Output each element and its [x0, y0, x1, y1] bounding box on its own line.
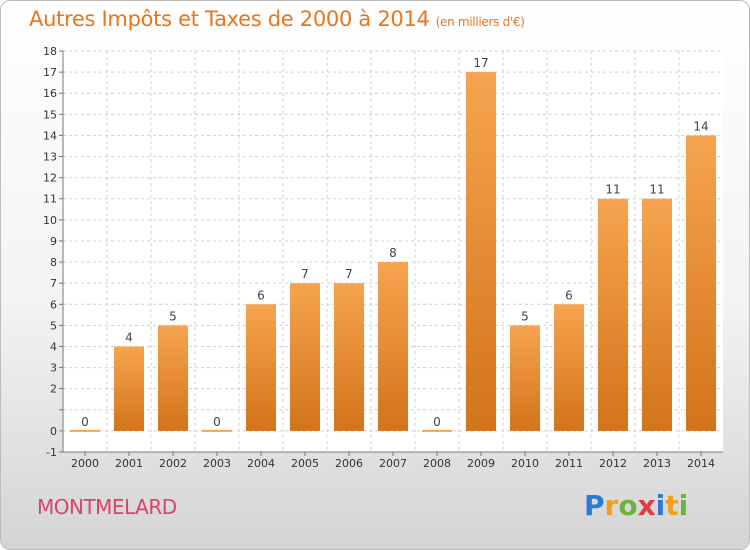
x-tick-label: 2007: [379, 457, 407, 470]
y-tick-label: 0: [50, 425, 57, 438]
bar: [510, 325, 540, 431]
unit-text: (en milliers d'€): [435, 15, 525, 29]
x-tick-label: 2000: [71, 457, 99, 470]
y-tick-label: 18: [43, 45, 57, 58]
y-tick-label: 3: [50, 362, 57, 375]
chart-title: Autres Impôts et Taxes de 2000 à 2014 (en…: [29, 7, 525, 31]
x-tick-label: 2003: [203, 457, 231, 470]
data-label: 6: [257, 288, 265, 302]
data-label: 14: [693, 119, 708, 133]
data-label: 0: [433, 415, 441, 429]
bars: [70, 72, 716, 432]
y-tick-label: 2: [50, 383, 57, 396]
data-label: 0: [213, 415, 221, 429]
data-labels: 0 4 5 0 6 7 7 8 0 17 5 6 11 11 14: [81, 56, 708, 429]
x-tick-label: 2012: [599, 457, 627, 470]
y-tick-label: 11: [43, 193, 57, 206]
logo-letter: x: [637, 489, 656, 522]
data-label: 11: [649, 183, 664, 197]
data-label: 4: [125, 330, 133, 344]
logo-letter: r: [604, 489, 619, 522]
y-tick-label: 12: [43, 172, 57, 185]
x-tick-label: 2001: [115, 457, 143, 470]
x-tick-label: 2004: [247, 457, 275, 470]
data-label: 8: [389, 246, 397, 260]
title-text: Autres Impôts et Taxes de 2000 à 2014: [29, 7, 430, 31]
bar: [554, 304, 584, 431]
y-tick-label: 7: [50, 277, 57, 290]
y-tick-label: -1: [46, 446, 57, 459]
x-tick-label: 2011: [555, 457, 583, 470]
y-tick-label: 5: [50, 319, 57, 332]
data-label: 6: [565, 288, 573, 302]
y-tick-label: 4: [50, 340, 57, 353]
axes: -1 0 2 3 4 5 6 7 8 9 10 11 12 13 14 15 16 17 18 2000 2001 200…: [43, 45, 723, 470]
data-label: 17: [473, 56, 488, 70]
x-tick-label: 2006: [335, 457, 363, 470]
bar: [598, 198, 628, 431]
bar: [422, 429, 452, 432]
logo-letter: t: [665, 489, 679, 522]
x-tick-label: 2005: [291, 457, 319, 470]
bar: [378, 262, 408, 431]
x-tick-label: 2013: [643, 457, 671, 470]
x-tick-label: 2010: [511, 457, 539, 470]
logo-letter: i: [678, 489, 689, 522]
data-label: 5: [521, 309, 529, 323]
data-label: 5: [169, 309, 177, 323]
data-label: 0: [81, 415, 89, 429]
logo-letter: o: [618, 489, 638, 522]
y-tick-label: 17: [43, 66, 57, 79]
x-tick-label: 2009: [467, 457, 495, 470]
y-tick-label: 15: [43, 108, 57, 121]
data-label: 11: [605, 183, 620, 197]
y-tick-label: 13: [43, 151, 57, 164]
bar: [158, 325, 188, 431]
bar: [686, 135, 716, 431]
bar: [70, 429, 100, 432]
proxiti-logo: Proxiti: [584, 489, 688, 522]
x-tick-label: 2002: [159, 457, 187, 470]
bar: [114, 346, 144, 431]
y-tick-label: 9: [50, 235, 57, 248]
bar: [334, 283, 364, 431]
y-tick-label: 8: [50, 256, 57, 269]
data-label: 7: [301, 267, 309, 281]
data-label: 7: [345, 267, 353, 281]
bar: [642, 198, 672, 431]
bar: [290, 283, 320, 431]
y-tick-label: 10: [43, 214, 57, 227]
x-tick-label: 2014: [687, 457, 715, 470]
y-tick-label: 6: [50, 298, 57, 311]
y-tick-label: 14: [43, 129, 57, 142]
place-name: MONTMELARD: [37, 495, 177, 519]
y-tick-label: 16: [43, 87, 57, 100]
logo-letter: i: [655, 489, 666, 522]
logo-letter: P: [584, 489, 605, 522]
x-tick-label: 2008: [423, 457, 451, 470]
bar: [202, 429, 232, 432]
bar: [466, 72, 496, 431]
bar: [246, 304, 276, 431]
